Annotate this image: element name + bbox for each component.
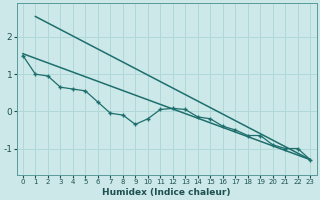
X-axis label: Humidex (Indice chaleur): Humidex (Indice chaleur) — [102, 188, 231, 197]
